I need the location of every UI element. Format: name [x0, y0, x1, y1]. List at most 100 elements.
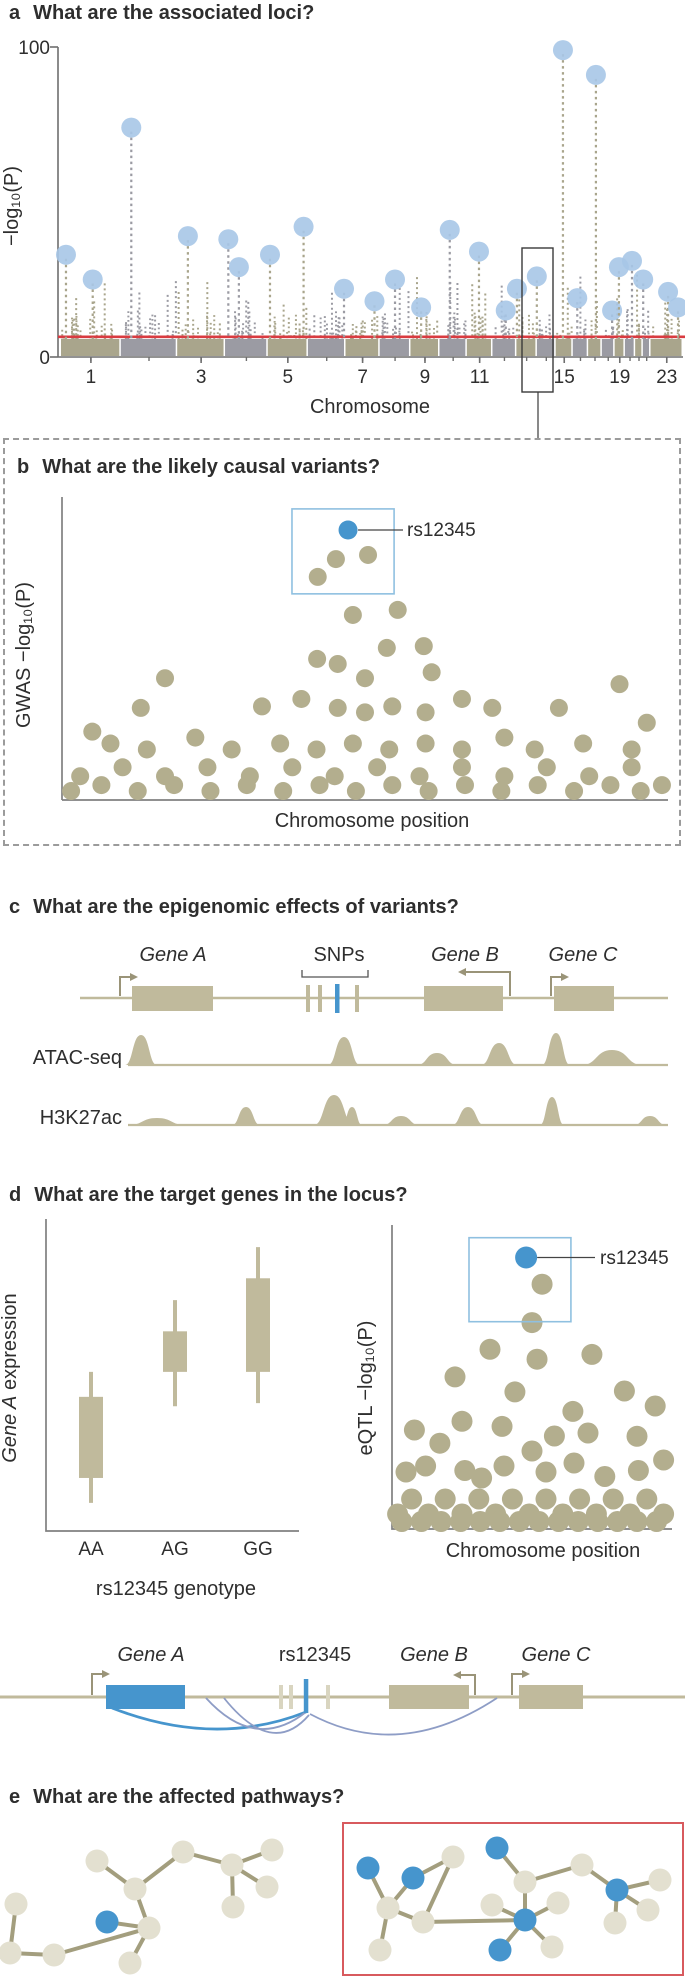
variant-dot	[455, 776, 474, 795]
tracks-content	[80, 968, 668, 1127]
eqtl-variant-dot	[410, 1511, 432, 1532]
networks-content	[0, 1822, 684, 1976]
chromosome-tick-label: 7	[357, 367, 368, 388]
pathway-node	[220, 1853, 244, 1877]
chromosome-band	[635, 339, 642, 356]
variant-dot	[525, 740, 544, 759]
locus-highlight-circle	[439, 219, 460, 240]
pathway-node	[137, 1916, 161, 1940]
chromosome-band	[267, 339, 307, 356]
chromatin-interaction-arc	[309, 1697, 498, 1736]
panel-d-question: What are the target genes in the locus?	[34, 1184, 408, 1206]
pathway-node-hit	[401, 1866, 425, 1890]
gene-b-label: Gene B	[431, 944, 499, 966]
panel-d-title: d What are the target genes in the locus?	[9, 1184, 408, 1207]
pathway-networks	[0, 1822, 684, 1976]
locus-gene-c-label: Gene C	[522, 1644, 591, 1666]
variant-dot	[252, 697, 271, 716]
pathway-node-hit	[488, 1938, 512, 1962]
pathway-node	[546, 1891, 570, 1915]
boxplot-box	[163, 1331, 187, 1372]
variant-dot	[198, 758, 217, 777]
eqtl-variant-dot	[479, 1338, 501, 1360]
chromatin-interaction-arc	[223, 1697, 310, 1734]
variant-dot	[222, 740, 241, 759]
locus-highlight-circle	[495, 300, 516, 321]
chromosome-tick-label: 15	[554, 367, 575, 388]
track-peak	[129, 1118, 185, 1125]
snps-bracket	[301, 970, 369, 978]
gene-body	[132, 986, 213, 1011]
network-edge	[421, 1918, 527, 1924]
locus-highlight-circle	[334, 278, 355, 299]
track-peak	[452, 1107, 484, 1125]
pathway-node	[171, 1840, 195, 1864]
variant-dot	[92, 776, 111, 795]
genotype-gg-label: GG	[243, 1539, 273, 1560]
chromosome-band	[177, 339, 224, 356]
atac-seq-track-label: ATAC-seq	[33, 1047, 122, 1069]
eqtl-variant-dot	[528, 1511, 550, 1532]
eqtl-variant-dot	[535, 1488, 557, 1510]
chromosome-band	[516, 339, 536, 356]
track-peak	[232, 1107, 260, 1125]
chromosome-tick-label: 23	[656, 367, 677, 388]
pathway-node-hit	[356, 1856, 380, 1880]
tss-arrow-head	[522, 1670, 530, 1678]
tss-arrow-head	[453, 1671, 461, 1679]
eqtl-variant-dot	[626, 1425, 648, 1447]
gene-c-label: Gene C	[549, 944, 618, 966]
pathway-node	[123, 1877, 147, 1901]
pathway-node	[570, 1853, 594, 1877]
pathway-node	[221, 1895, 245, 1919]
pathway-node	[85, 1849, 109, 1873]
tss-arrow	[461, 1674, 476, 1695]
eqtl-variant-dot	[569, 1488, 591, 1510]
eqtl-variant-dot	[451, 1410, 473, 1432]
eqtl-variant-dot	[594, 1466, 616, 1487]
panel-d-letter: d	[9, 1184, 22, 1206]
variant-dot	[308, 649, 327, 668]
pathway-node	[540, 1935, 564, 1959]
variant-dot	[137, 740, 156, 759]
target-gene-content	[0, 1219, 685, 1736]
eqtl-variant-dot	[429, 1432, 451, 1454]
chromosome-tick-label: 9	[420, 367, 431, 388]
chromosome-band	[572, 339, 587, 356]
track-peak	[481, 1043, 517, 1065]
causal-snp-tick	[303, 1679, 309, 1713]
variant-dot	[452, 689, 471, 708]
locus-highlight-circle	[552, 40, 573, 61]
panel-c-letter: c	[9, 896, 21, 918]
eqtl-variant-dot	[504, 1381, 526, 1403]
locus-highlight-circle	[364, 291, 385, 312]
chromosome-band	[555, 339, 572, 356]
chromosome-band	[466, 339, 491, 356]
variant-dot	[622, 758, 641, 777]
chromosome-band	[61, 339, 120, 356]
variant-dot	[359, 545, 378, 564]
locus-highlight-circle	[218, 229, 239, 250]
eqtl-variant-dot	[491, 1415, 513, 1437]
locus-highlight-circle	[506, 278, 527, 299]
chromosome-tick-label: 19	[609, 367, 630, 388]
snps-label: SNPs	[313, 944, 364, 966]
gene-a-label: Gene A	[139, 944, 206, 966]
pathway-node-hit	[605, 1878, 629, 1902]
variant-dot	[308, 567, 327, 586]
pathway-node	[411, 1910, 435, 1934]
chromosome-band	[492, 339, 515, 356]
eqtl-variant-dot	[626, 1511, 648, 1532]
chromosome-band	[601, 339, 614, 356]
tss-arrow-head	[561, 973, 569, 981]
variant-dot	[414, 637, 433, 656]
eqtl-credible-set-box	[468, 1236, 572, 1323]
network-edge	[421, 1855, 455, 1924]
variant-dot	[326, 550, 345, 569]
eqtl-variant-dot	[454, 1460, 476, 1481]
locus-highlight-circle	[526, 266, 547, 287]
y-axis-min-tick: 0	[39, 348, 50, 369]
panel-b-title: b What are the likely causal variants?	[17, 456, 380, 479]
x-axis-label: Chromosome position	[275, 810, 470, 832]
variant-dot	[325, 767, 344, 786]
